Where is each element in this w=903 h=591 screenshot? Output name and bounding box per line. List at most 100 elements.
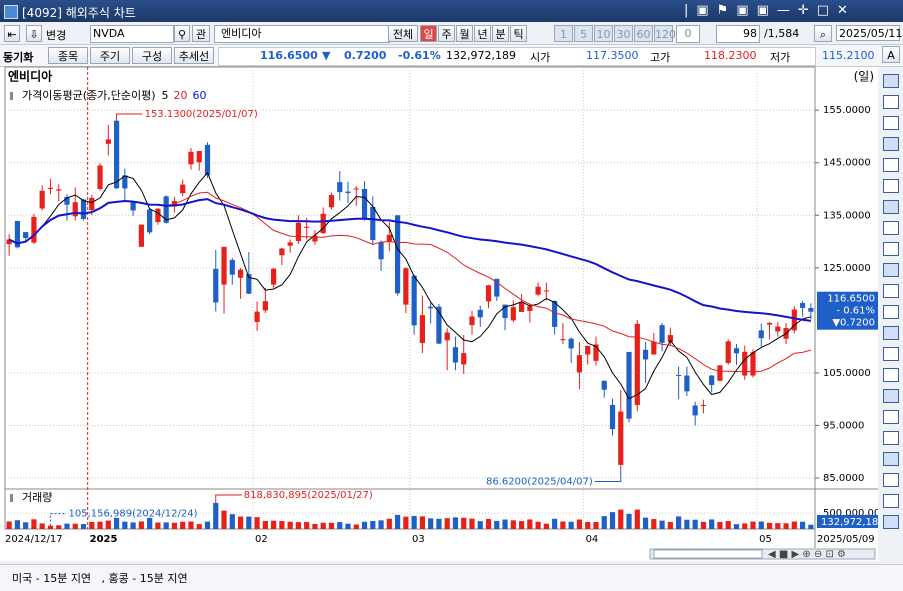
volume-bar: [204, 521, 211, 529]
candle-body: [395, 215, 401, 294]
candle-body: [568, 338, 574, 349]
interval-input[interactable]: 0: [676, 25, 700, 43]
x-tick-label: 2025/05/09: [817, 534, 875, 545]
interval-button[interactable]: 30: [614, 25, 633, 42]
volume-bar: [676, 516, 682, 529]
candle-body: [386, 234, 392, 243]
low-annotation: 86.6200(2025/04/07): [486, 477, 593, 488]
interval-button[interactable]: 10: [594, 25, 613, 42]
tool-icon[interactable]: [883, 347, 899, 361]
quote-button[interactable]: 종목: [48, 47, 88, 64]
volume-bar: [783, 523, 789, 529]
tool-icon[interactable]: [883, 326, 899, 340]
candle-body: [791, 309, 797, 331]
tool-icon[interactable]: [883, 494, 899, 508]
volume-bar: [758, 521, 764, 529]
candle-body: [750, 352, 756, 376]
change-select[interactable]: 변경: [46, 29, 67, 42]
volume-bar: [576, 519, 583, 529]
window-controls[interactable]: |▣⚑▣▣—✛□✕: [684, 3, 856, 18]
tool-icon[interactable]: [883, 431, 899, 445]
all-button[interactable]: 전체: [388, 25, 418, 42]
font-button[interactable]: A: [882, 46, 900, 63]
volume-bar: [147, 517, 153, 529]
candle-body: [31, 216, 37, 243]
candle-body: [452, 347, 459, 363]
tool-icon[interactable]: [883, 473, 899, 487]
candle-body: [320, 213, 326, 234]
last-price-box: [817, 291, 878, 330]
interval-button[interactable]: 60: [634, 25, 653, 42]
date-input[interactable]: 2025/05/11: [836, 25, 902, 41]
interval-button[interactable]: 5: [574, 25, 593, 42]
period-button[interactable]: 월: [456, 25, 473, 42]
volume-bar: [667, 521, 673, 529]
tool-icon[interactable]: [883, 200, 899, 214]
period-button[interactable]: 주: [438, 25, 455, 42]
chart: 엔비디아 (일) 가격이동평균(종가,단순이평) 5 20 60 155.0000 145.0…: [4, 66, 878, 560]
tool-icon[interactable]: [883, 389, 899, 403]
open-label: 시가: [530, 51, 551, 64]
tool-icon[interactable]: [883, 452, 899, 466]
volume-bar: [72, 523, 78, 529]
interval-button[interactable]: 1: [554, 25, 573, 42]
volume-bar: [312, 523, 318, 529]
tool-icon[interactable]: [883, 116, 899, 130]
tool-icon[interactable]: [883, 242, 899, 256]
period-button[interactable]: 일: [420, 25, 437, 42]
legend-marker: [10, 92, 13, 100]
tool-icon[interactable]: [883, 95, 899, 109]
annotation-arrow: [49, 513, 67, 526]
interval-button[interactable]: 120: [654, 25, 676, 42]
tool-icon[interactable]: [883, 263, 899, 277]
candle-body: [80, 199, 87, 220]
nav-button[interactable]: ⇤: [4, 25, 20, 42]
candle-body: [609, 404, 616, 430]
candle-body: [246, 274, 252, 294]
volume-bar: [469, 518, 475, 529]
candle-body: [337, 182, 343, 193]
change-pct: -0.61%: [398, 49, 441, 62]
search-button[interactable]: ⚲: [174, 25, 190, 42]
candle-body: [560, 339, 566, 341]
volume-bar: [345, 523, 351, 529]
quote-button[interactable]: 추세선: [174, 47, 214, 64]
candle-body: [725, 341, 731, 363]
nav-button[interactable]: ⇩: [26, 25, 42, 42]
y-tick-label: 95.0000: [823, 420, 864, 431]
count-input[interactable]: 98: [716, 25, 760, 43]
tool-icon[interactable]: [883, 158, 899, 172]
symbol-input[interactable]: NVDA: [90, 25, 174, 43]
volume-bar: [80, 524, 87, 529]
favorite-button[interactable]: 관: [192, 25, 210, 42]
volume-bar: [411, 515, 417, 529]
candle-body: [312, 235, 318, 242]
tool-icon[interactable]: [883, 179, 899, 193]
volume-bar: [221, 510, 227, 529]
volume-bar: [436, 518, 442, 529]
quote-button[interactable]: 구성: [132, 47, 172, 64]
candle-body: [378, 242, 384, 260]
zoom-button[interactable]: ⌕: [814, 25, 832, 42]
period-button[interactable]: 년: [474, 25, 491, 42]
candle-body: [576, 355, 583, 373]
tool-icon[interactable]: [883, 221, 899, 235]
y-tick-label: 105.0000: [823, 368, 871, 379]
scroll-controls[interactable]: ◀ ■ ▶ ⊕ ⊖ ⊡ ⚙: [768, 549, 846, 560]
quote-button[interactable]: 주기: [90, 47, 130, 64]
period-button[interactable]: 틱: [510, 25, 527, 42]
volume-bar: [213, 502, 219, 529]
period-button[interactable]: 분: [492, 25, 509, 42]
y-tick-label: 135.0000: [823, 210, 871, 221]
candle-body: [692, 405, 698, 416]
candle-body: [684, 375, 690, 392]
tool-icon[interactable]: [883, 74, 899, 88]
tool-icon[interactable]: [883, 137, 899, 151]
tool-icon[interactable]: [883, 284, 899, 298]
tool-icon[interactable]: [883, 515, 899, 529]
tool-icon[interactable]: [883, 410, 899, 424]
candle-body: [766, 322, 773, 325]
volume-bar: [725, 521, 731, 529]
tool-icon[interactable]: [883, 368, 899, 382]
tool-icon[interactable]: [883, 305, 899, 319]
